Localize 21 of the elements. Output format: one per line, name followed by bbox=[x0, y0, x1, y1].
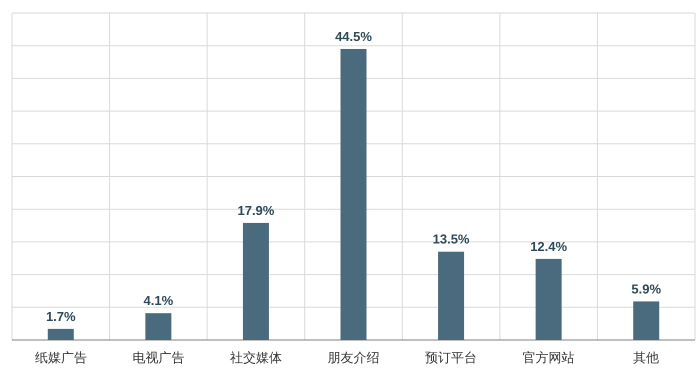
bar bbox=[48, 328, 74, 340]
x-tick-label: 朋友介绍 bbox=[328, 350, 380, 365]
bar bbox=[438, 252, 464, 340]
data-label: 12.4% bbox=[530, 238, 568, 254]
data-label: 5.9% bbox=[631, 281, 662, 296]
data-label: 17.9% bbox=[237, 202, 275, 218]
x-tick-label: 社交媒体 bbox=[230, 350, 282, 365]
x-tick-label: 官方网站 bbox=[522, 350, 575, 365]
data-label: 4.1% bbox=[144, 293, 174, 308]
bar bbox=[242, 222, 269, 340]
bar bbox=[536, 258, 562, 340]
x-tick-label: 电视广告 bbox=[132, 350, 184, 365]
data-label: 44.5% bbox=[335, 28, 372, 44]
x-tick-label: 其他 bbox=[633, 350, 660, 365]
x-tick-label: 纸媒广告 bbox=[34, 350, 87, 365]
bar bbox=[145, 313, 172, 340]
bar bbox=[340, 48, 366, 340]
data-label: 1.7% bbox=[46, 308, 76, 324]
x-tick-label: 预订平台 bbox=[425, 350, 478, 365]
data-label: 13.5% bbox=[432, 232, 470, 247]
bar bbox=[633, 301, 660, 340]
